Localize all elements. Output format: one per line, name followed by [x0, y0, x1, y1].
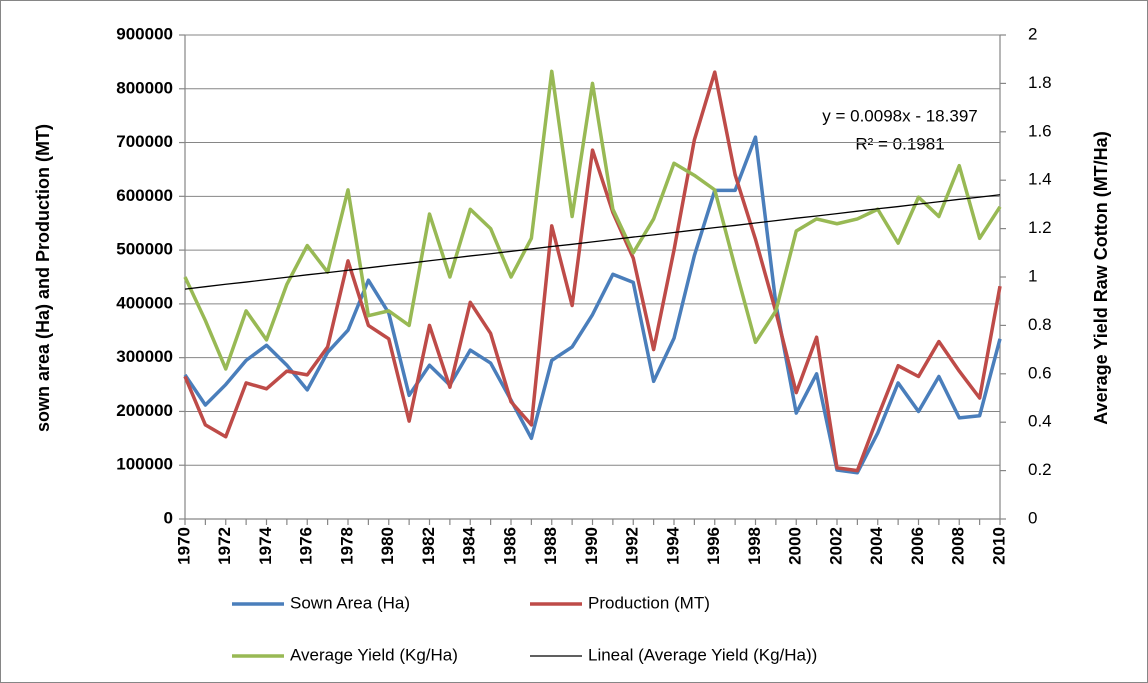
y2-tick-label: 1	[1028, 266, 1037, 285]
series-line	[183, 70, 1002, 473]
trend-r-squared: R² = 0.1981	[855, 134, 944, 153]
x-tick-label: 1994	[663, 526, 682, 564]
x-tick-label: 1982	[419, 527, 438, 565]
y-tick-label: 100000	[116, 455, 173, 474]
x-tick-label: 2002	[826, 527, 845, 565]
y2-tick-label: 0	[1028, 508, 1037, 527]
legend-label: Average Yield (Kg/Ha)	[290, 645, 458, 664]
x-tick-label: 2004	[867, 526, 886, 564]
y-tick-label: 700000	[116, 132, 173, 151]
x-tick-label: 1974	[256, 526, 275, 564]
x-tick-label: 1990	[582, 527, 601, 565]
y2-tick-label: 0.2	[1028, 460, 1052, 479]
x-tick-label: 1976	[297, 527, 316, 565]
x-tick-label: 1984	[460, 526, 479, 564]
x-tick-label: 2008	[949, 527, 968, 565]
x-tick-label: 1996	[704, 527, 723, 565]
x-tick-label: 2006	[908, 527, 927, 565]
y-tick-label: 600000	[116, 186, 173, 205]
y-tick-label: 400000	[116, 293, 173, 312]
x-tick-label: 1978	[337, 527, 356, 565]
y2-axis-label: Average Yield Raw Cotton (MT/Ha)	[1091, 131, 1111, 424]
y-tick-label: 200000	[116, 401, 173, 420]
x-tick-label: 1986	[500, 527, 519, 565]
y-tick-label: 800000	[116, 78, 173, 97]
x-tick-label: 1988	[541, 527, 560, 565]
x-tick-label: 1972	[215, 527, 234, 565]
y-tick-label: 300000	[116, 347, 173, 366]
x-tick-label: 1992	[623, 527, 642, 565]
y2-tick-label: 1.4	[1028, 170, 1052, 189]
x-tick-label: 1998	[745, 527, 764, 565]
y-tick-label: 500000	[116, 240, 173, 259]
x-tick-label: 2000	[786, 527, 805, 565]
y2-tick-label: 0.4	[1028, 412, 1052, 431]
y2-tick-label: 1.6	[1028, 121, 1052, 140]
x-tick-label: 1970	[174, 527, 193, 565]
y-axis-label: sown area (Ha) and Production (MT)	[33, 124, 53, 432]
legend-label: Production (MT)	[588, 593, 710, 612]
y2-tick-label: 1.8	[1028, 73, 1052, 92]
legend-label: Sown Area (Ha)	[290, 593, 410, 612]
y-tick-label: 0	[164, 508, 173, 527]
y2-tick-label: 2	[1028, 24, 1037, 43]
y2-tick-label: 0.8	[1028, 315, 1052, 334]
x-tick-label: 2010	[989, 527, 1008, 565]
x-tick-label: 1980	[378, 527, 397, 565]
y-tick-label: 900000	[116, 24, 173, 43]
series-line	[183, 135, 1002, 475]
series-line	[183, 69, 1002, 371]
legend-label: Lineal (Average Yield (Kg/Ha))	[588, 645, 817, 664]
trend-equation: y = 0.0098x - 18.397	[822, 106, 977, 125]
y2-tick-label: 1.2	[1028, 218, 1052, 237]
y2-tick-label: 0.6	[1028, 363, 1052, 382]
series-line	[184, 194, 1001, 290]
